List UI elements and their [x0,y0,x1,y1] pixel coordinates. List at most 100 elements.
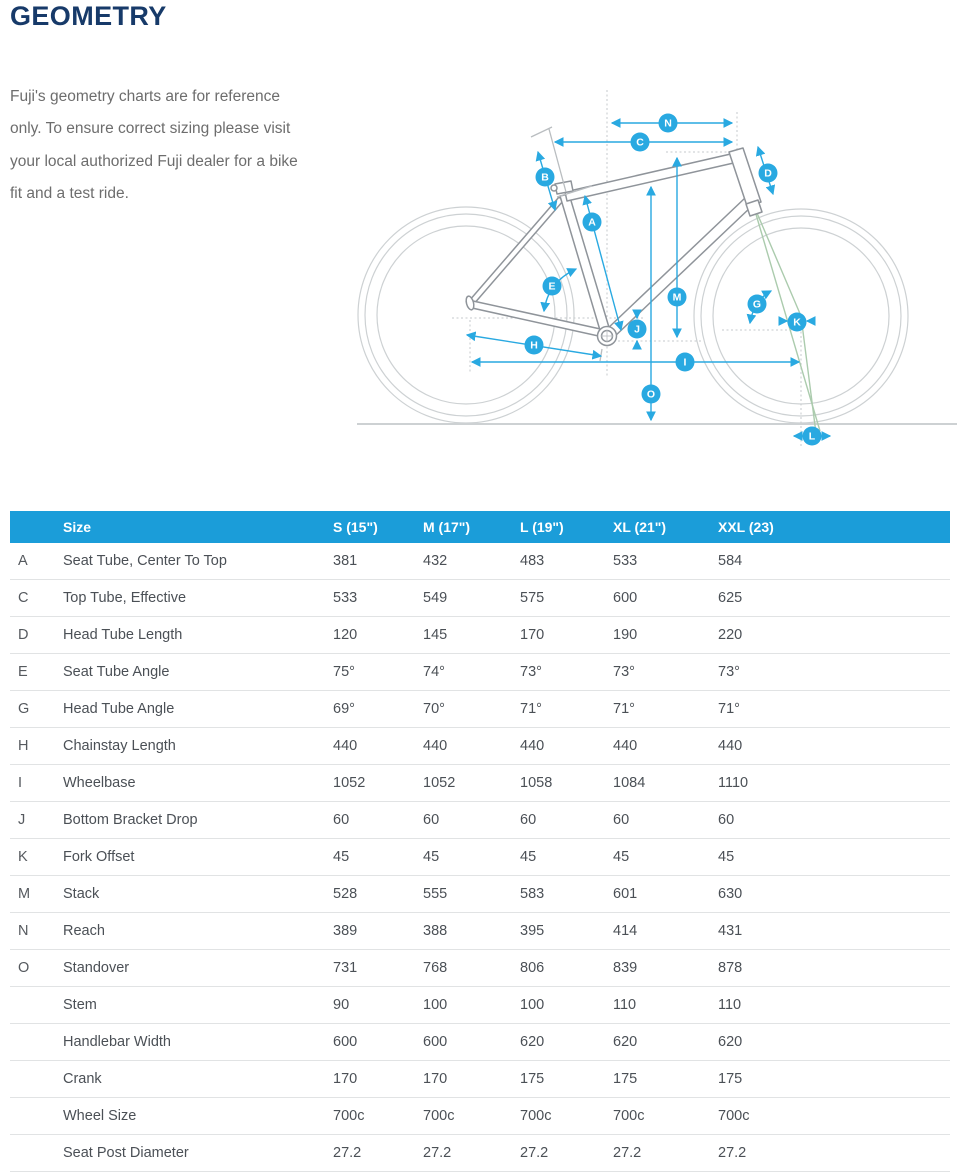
row-value: 90 [333,997,350,1013]
row-value: 73° [520,664,542,680]
row-value: 60 [423,812,440,828]
column-header-l: L (19") [520,511,613,543]
table-row: E Seat Tube Angle 75° 74° 73° 73° 73° [10,654,950,691]
chainstay [471,300,606,338]
label-badge-k: K [787,312,807,332]
svg-text:E: E [548,281,555,293]
row-value: 440 [718,738,743,754]
row-value: 100 [520,997,545,1013]
row-value: 584 [718,553,743,569]
table-row: G Head Tube Angle 69° 70° 71° 71° 71° [10,691,950,728]
table-row: Stem 90 100 100 110 110 [10,987,950,1024]
row-value: 175 [613,1071,638,1087]
row-letter: D [18,627,29,643]
svg-text:N: N [664,118,672,130]
fork-blade-line [750,198,818,442]
row-value: 600 [423,1034,448,1050]
row-letter [10,1024,63,1061]
row-value: 620 [520,1034,545,1050]
row-value: 700c [423,1108,455,1124]
table-row: N Reach 389 388 395 414 431 [10,913,950,950]
row-label: Stem [63,997,97,1013]
row-value: 388 [423,923,448,939]
page-title: GEOMETRY [10,1,167,31]
svg-text:A: A [588,217,596,229]
row-value: 533 [333,590,358,606]
label-badge-l: L [802,426,822,446]
row-label: Crank [63,1071,102,1087]
row-value: 549 [423,590,448,606]
row-value: 483 [520,553,545,569]
row-label: Head Tube Angle [63,701,175,717]
row-letter: K [18,849,28,865]
table-row: Seat Post Diameter 27.2 27.2 27.2 27.2 2… [10,1135,950,1172]
geometry-table: Size S (15") M (17") L (19") XL (21") XX… [10,511,950,1172]
row-value: 27.2 [613,1145,642,1161]
row-value: 1052 [423,775,456,791]
row-value: 100 [423,997,448,1013]
column-header-letter [10,511,63,543]
rear-dropout [465,295,475,311]
row-label: Seat Post Diameter [63,1145,189,1161]
table-header-row: Size S (15") M (17") L (19") XL (21") XX… [10,511,950,543]
row-value: 440 [520,738,545,754]
row-letter: C [18,590,29,606]
svg-text:K: K [793,317,801,329]
row-value: 575 [520,590,545,606]
row-value: 175 [718,1071,743,1087]
row-label: Wheel Size [63,1108,137,1124]
row-letter [10,1135,63,1172]
svg-text:G: G [753,299,761,311]
row-value: 45 [613,849,630,865]
row-label: Wheelbase [63,775,136,791]
row-label: Seat Tube Angle [63,664,170,680]
row-value: 60 [718,812,735,828]
row-value: 389 [333,923,358,939]
row-value: 630 [718,886,743,902]
row-value: 60 [613,812,630,828]
row-letter: O [18,960,30,976]
row-value: 700c [520,1108,552,1124]
row-letter: H [18,738,29,754]
column-header-s: S (15") [333,511,423,543]
table-row: Wheel Size 700c 700c 700c 700c 700c [10,1098,950,1135]
column-header-xxl: XXL (23) [718,511,950,543]
row-letter [10,1061,63,1098]
table-row: D Head Tube Length 120 145 170 190 220 [10,617,950,654]
table-row: C Top Tube, Effective 533 549 575 600 62… [10,580,950,617]
row-value: 71° [718,701,740,717]
saddle-clamp-loop [550,184,558,192]
label-badge-g: G [747,294,767,314]
row-value: 1058 [520,775,553,791]
row-value: 768 [423,960,448,976]
seat-axis-extension [548,128,567,193]
row-value: 170 [423,1071,448,1087]
row-value: 731 [333,960,358,976]
label-badge-m: M [667,287,687,307]
row-value: 110 [613,997,637,1013]
row-value: 431 [718,923,743,939]
row-value: 440 [423,738,448,754]
row-value: 533 [613,553,638,569]
row-letter: G [18,701,30,717]
row-label: Handlebar Width [63,1034,171,1050]
bike-frame [465,147,763,347]
row-value: 45 [423,849,440,865]
row-value: 45 [718,849,735,865]
row-value: 71° [520,701,542,717]
row-value: 1110 [718,775,749,791]
row-value: 583 [520,886,545,902]
row-letter [10,987,63,1024]
row-label: Reach [63,923,105,939]
row-value: 27.2 [520,1145,549,1161]
svg-text:D: D [764,168,772,180]
label-badge-j: J [627,319,647,339]
svg-text:M: M [673,292,682,304]
table-row: Crank 170 170 175 175 175 [10,1061,950,1098]
row-letter: E [18,664,28,680]
rear-wheel [357,206,575,424]
table-row: Handlebar Width 600 600 620 620 620 [10,1024,950,1061]
svg-text:J: J [634,324,640,336]
row-value: 73° [613,664,635,680]
svg-text:L: L [809,431,816,443]
